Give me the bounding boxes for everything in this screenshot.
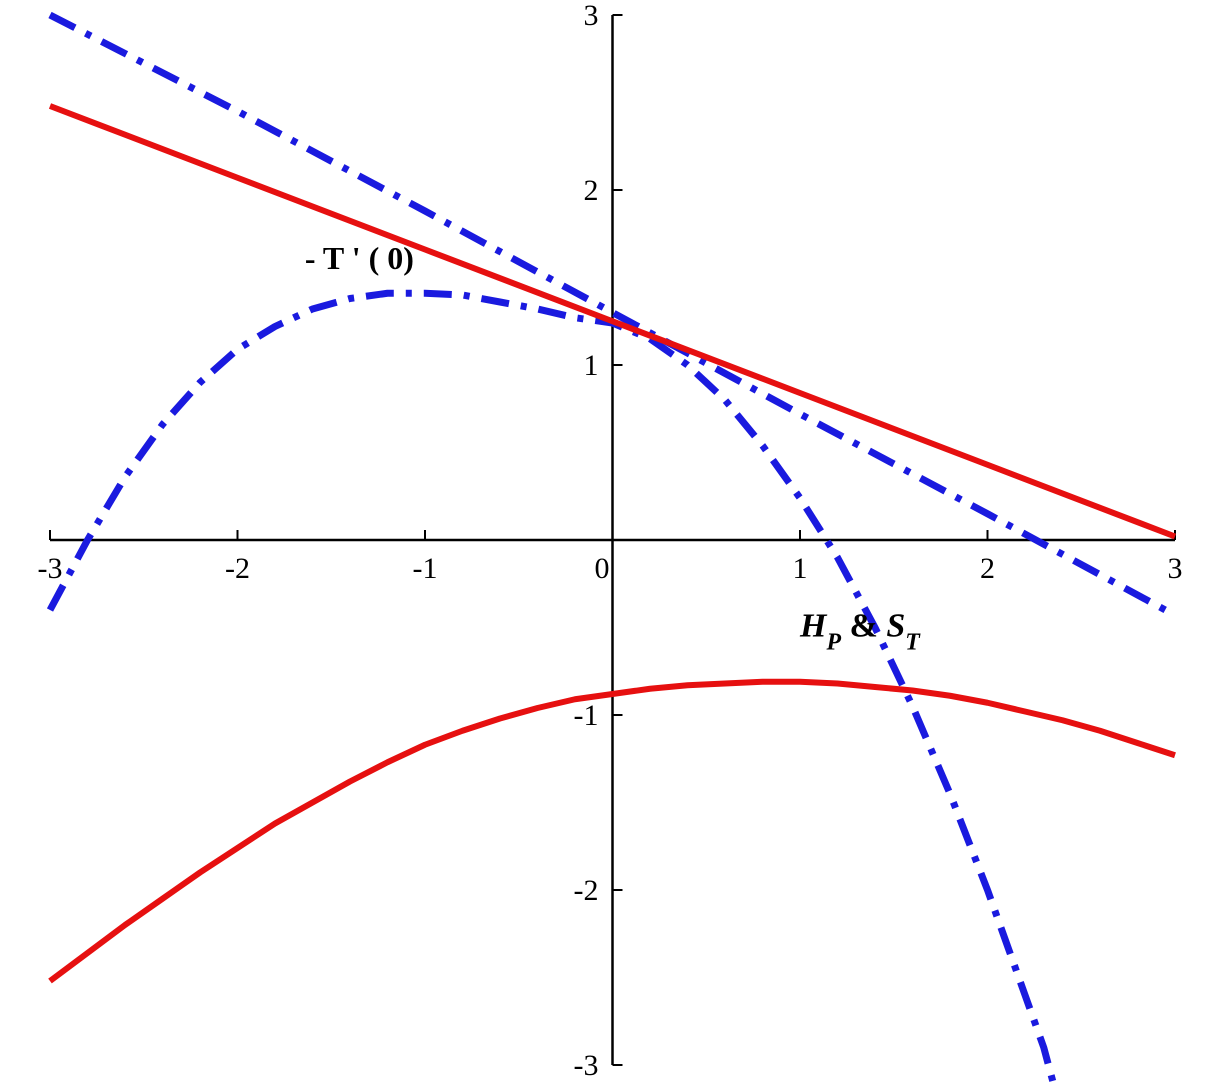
- t-prime-label: - T ' ( 0): [305, 240, 414, 276]
- x-tick-label: -3: [38, 552, 63, 585]
- x-tick-label: -2: [225, 552, 250, 585]
- x-tick-label: -1: [413, 552, 438, 585]
- y-tick-label: -2: [574, 874, 599, 907]
- y-tick-label: 1: [584, 349, 599, 382]
- y-tick-label: 3: [584, 0, 599, 32]
- x-tick-label: 3: [1168, 552, 1183, 585]
- x-tick-label: 0: [595, 552, 610, 585]
- y-tick-label: -1: [574, 699, 599, 732]
- x-tick-label: 2: [980, 552, 995, 585]
- line-chart: -3-2-10123-3-2-1123- T ' ( 0)HP & ST: [0, 0, 1207, 1084]
- y-tick-label: -3: [574, 1049, 599, 1082]
- x-tick-label: 1: [793, 552, 808, 585]
- y-tick-label: 2: [584, 174, 599, 207]
